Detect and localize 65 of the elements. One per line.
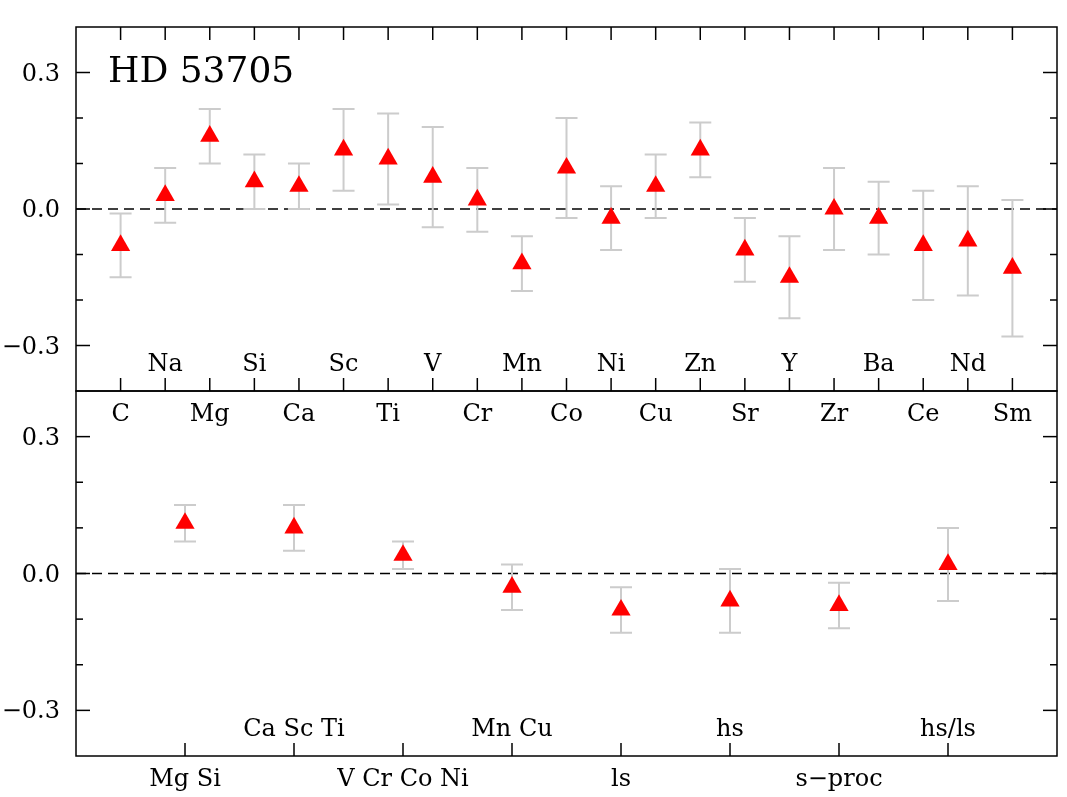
x-tick-label: Na <box>147 349 183 377</box>
point <box>720 589 740 607</box>
x-tick-label: Y <box>780 349 799 377</box>
point <box>512 252 532 270</box>
x-tick-label: Ca Sc Ti <box>243 714 346 742</box>
point <box>284 516 304 534</box>
point <box>378 147 398 165</box>
y-tick-label: 0.0 <box>21 559 60 588</box>
point <box>958 229 978 247</box>
point <box>393 544 413 561</box>
point <box>735 238 755 256</box>
x-tick-label: Ni <box>596 349 626 377</box>
point <box>824 197 844 215</box>
x-tick-label: Ti <box>376 399 401 427</box>
x-tick-label: Sr <box>730 399 760 427</box>
x-tick-label: Ba <box>862 349 895 377</box>
point <box>913 234 933 251</box>
point <box>155 184 175 201</box>
point <box>423 166 443 183</box>
x-tick-label: V <box>423 349 443 377</box>
point <box>869 207 889 224</box>
x-tick-label: Ca <box>282 399 316 427</box>
x-tick-label: Sc <box>328 349 359 377</box>
x-tick-label: Cu <box>638 399 673 427</box>
x-tick-label: hs/ls <box>920 714 976 742</box>
point <box>289 175 309 192</box>
x-tick-label: ls <box>611 764 631 792</box>
x-tick-label: Zr <box>819 399 849 427</box>
x-tick-label: Si <box>242 349 267 377</box>
point <box>779 266 800 283</box>
point <box>467 188 487 206</box>
point <box>611 598 631 616</box>
x-tick-label: Co <box>550 399 583 427</box>
x-tick-label: Zn <box>684 349 717 377</box>
x-tick-label: Mg Si <box>149 764 222 792</box>
x-tick-label: Sm <box>992 399 1033 427</box>
x-tick-label: Nd <box>949 349 987 377</box>
x-tick-label: V Cr Co Ni <box>336 764 470 792</box>
y-tick-label: −0.3 <box>1 696 60 725</box>
point <box>829 594 849 611</box>
point <box>1002 257 1023 274</box>
y-tick-label: 0.0 <box>21 195 60 223</box>
x-tick-label: Mn <box>501 349 542 377</box>
x-tick-label: Mg <box>189 399 230 427</box>
x-tick-label: s−proc <box>795 764 883 792</box>
y-tick-label: 0.3 <box>21 58 60 87</box>
x-tick-label: Ce <box>906 399 940 427</box>
x-tick-label: hs <box>716 714 744 742</box>
point <box>200 125 220 142</box>
point <box>646 175 666 192</box>
x-tick-label: C <box>111 399 130 427</box>
point <box>244 170 264 188</box>
point <box>502 576 522 593</box>
point <box>333 138 354 156</box>
point <box>175 512 195 529</box>
text: HD 53705 <box>108 49 295 90</box>
point <box>601 207 621 224</box>
point <box>556 156 577 174</box>
y-tick-label: 0.3 <box>21 422 60 451</box>
x-tick-label: Mn Cu <box>471 714 553 742</box>
point <box>938 553 958 570</box>
y-tick-label: −0.3 <box>1 331 60 360</box>
point <box>690 138 710 156</box>
x-tick-label: Cr <box>462 399 493 427</box>
point <box>110 234 131 251</box>
